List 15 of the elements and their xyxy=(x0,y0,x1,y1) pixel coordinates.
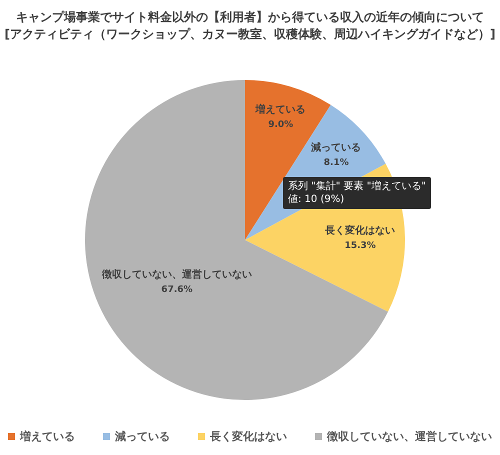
legend-label: 長く変化はない xyxy=(209,430,287,443)
chart-subtitle: [アクティビティ（ワークショップ、カヌー教室、収穫体験、周辺ハイキングガイドなど）] xyxy=(4,27,496,41)
data-label: 67.6% xyxy=(161,285,193,296)
slice-label: 増えている xyxy=(254,104,306,116)
text: 系列 "集計" 要素 "増えている" 値: 10 (9%) xyxy=(283,177,431,209)
slice-label: 長く変化はない xyxy=(324,224,396,237)
slice-label: 減っている xyxy=(310,141,362,154)
legend-label: 増えている xyxy=(19,430,75,443)
slice-label: 徴収していない、運営していない xyxy=(100,268,252,281)
legend-label: 徴収していない、運営していない xyxy=(326,430,492,443)
data-label: 15.3% xyxy=(344,241,376,252)
data-label: 8.1% xyxy=(324,158,349,168)
legend-label: 減っている xyxy=(114,430,170,443)
chart-title: キャンプ場事業でサイト料金以外の【利用者】から得ている収入の近年の傾向について xyxy=(16,10,484,24)
data-label: 9.0% xyxy=(268,120,294,130)
